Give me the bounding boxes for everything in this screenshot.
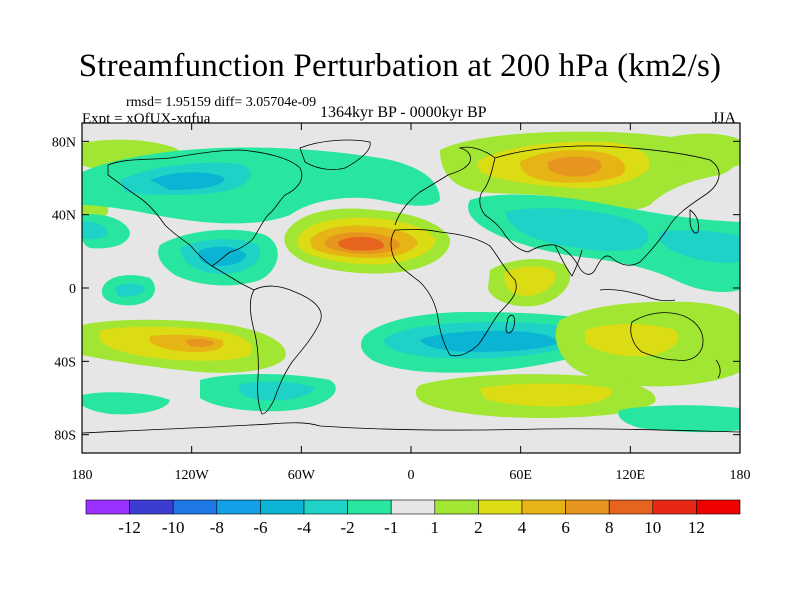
colorbar-label: 4 [518, 518, 527, 537]
coast-madagascar [505, 314, 515, 334]
colorbar-label: 6 [561, 518, 570, 537]
contour-east-asia-positive [658, 133, 740, 168]
stats-text: rmsd= 1.95159 diff= 3.05704e-09 [126, 95, 317, 110]
colorbar-swatch [216, 499, 261, 515]
colorbar-swatch [565, 499, 610, 515]
contour-asia-pacific-negative-2 [505, 208, 649, 251]
coast-japan [689, 209, 699, 234]
colorbar-swatch [652, 499, 697, 515]
coast-new-zealand [715, 359, 721, 379]
contour-gulf-negative-core [198, 246, 246, 266]
period-label: 1364kyr BP - 0000kyr BP [320, 104, 487, 121]
x-tick-label: 120E [616, 468, 646, 483]
contour-far-south-negative [82, 392, 170, 415]
chart-title: Streamfunction Perturbation at 200 hPa (… [78, 48, 722, 84]
colorbar-swatch [608, 499, 654, 515]
contour-pacific-midlat-negative-core [82, 221, 108, 240]
contour-eurasia-positive-8 [548, 156, 602, 177]
contour-southern-negative-4 [420, 330, 557, 352]
coast-asia [479, 145, 720, 275]
coast-india [554, 244, 583, 277]
coast-australia [630, 312, 704, 361]
coast-central-america [211, 265, 255, 291]
y-tick-label: 0 [69, 282, 76, 297]
colorbar-label: 2 [474, 518, 483, 537]
colorbar-swatch [260, 499, 305, 515]
x-tick-label: 180 [72, 468, 93, 483]
colorbar-label: -12 [118, 518, 141, 537]
colorbar-label: 12 [688, 518, 705, 537]
colorbar-swatch [172, 499, 218, 515]
x-tick-label: 120W [175, 468, 210, 483]
colorbar-swatch [696, 499, 741, 515]
contour-indian-positive-4 [585, 324, 679, 357]
y-tick-label: 40S [54, 355, 76, 370]
colorbar-label: -1 [384, 518, 398, 537]
coast-north-america [107, 149, 303, 267]
y-tick-label: 80N [52, 135, 76, 150]
colorbar-label: -4 [297, 518, 312, 537]
colorbar-swatch [303, 499, 348, 515]
colorbar-swatch [390, 499, 436, 515]
contour-south-indian-positive-4 [480, 383, 612, 407]
contour-south-pacific-positive-6 [150, 334, 224, 352]
coast-africa [390, 229, 517, 357]
x-tick-label: 60W [288, 468, 316, 483]
coast-europe [394, 146, 496, 226]
colorbar-swatch [521, 499, 566, 515]
contour-tropical-pacific-negative-core [115, 283, 146, 297]
contour-antarctic-negative [618, 405, 740, 433]
colorbar-label: 1 [431, 518, 440, 537]
colorbar-label: 10 [644, 518, 661, 537]
coast-south-america [249, 285, 322, 415]
colorbar-swatch [85, 499, 130, 515]
contour-east-pacific-negative-2 [658, 230, 740, 263]
coast-greenland [299, 139, 371, 170]
colorbar-swatch [434, 499, 479, 515]
y-tick-label: 80S [54, 429, 76, 444]
colorbar-swatch [347, 499, 392, 515]
contour-canada-negative-inner [150, 172, 225, 190]
y-tick-label: 40N [52, 209, 76, 224]
colorbar: -12 -10 -8 -6 -4 -2 -1 1 2 4 6 8 10 12 [85, 499, 741, 537]
coastlines [82, 139, 740, 434]
coast-indonesia [599, 289, 676, 302]
colorbar-swatch [478, 499, 523, 515]
axis-ticks: 180 120W 60W 0 60E 120E 180 80N 40N 0 40S 80S [52, 123, 751, 483]
x-tick-label: 0 [408, 468, 415, 483]
colorbar-label: 8 [605, 518, 614, 537]
colorbar-label: -10 [162, 518, 185, 537]
x-tick-label: 60E [509, 468, 532, 483]
contour-south-pacific-positive-8 [185, 339, 215, 347]
colorbar-label: -6 [253, 518, 267, 537]
colorbar-swatch [129, 499, 174, 515]
coast-antarctica [82, 422, 740, 434]
x-tick-label: 180 [730, 468, 751, 483]
contour-atlantic-positive-10 [337, 237, 384, 251]
colorbar-label: -2 [341, 518, 355, 537]
contour-sahara-positive-4 [504, 266, 556, 296]
colorbar-label: -8 [210, 518, 224, 537]
